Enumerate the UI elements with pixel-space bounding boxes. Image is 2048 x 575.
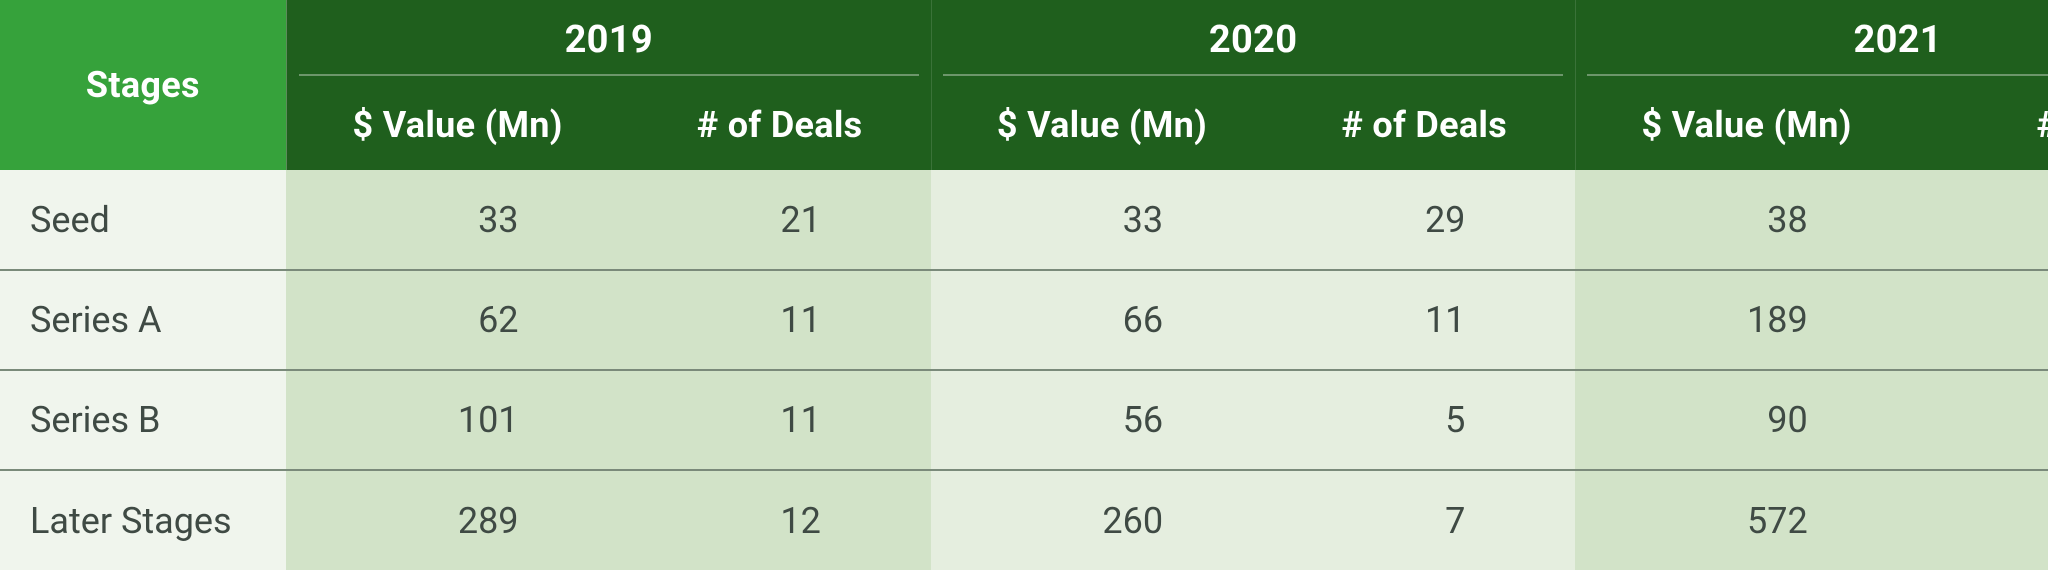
col-header-year-2020: 2020 xyxy=(931,0,1576,76)
cell-deals: 11 xyxy=(629,370,931,470)
cell-value: 62 xyxy=(286,270,628,370)
cell-deals: 11 xyxy=(629,270,931,370)
col-header-stages: Stages xyxy=(0,0,286,170)
cell-value: 33 xyxy=(931,170,1273,270)
cell-deals: 21 xyxy=(629,170,931,270)
cell-value: 66 xyxy=(931,270,1273,370)
cell-deals: 5 xyxy=(1273,370,1575,470)
cell-deals: 7 xyxy=(1273,470,1575,570)
table-row: Later Stages 289 12 260 7 572 xyxy=(0,470,2048,570)
table-row: Seed 33 21 33 29 38 xyxy=(0,170,2048,270)
cell-value: 56 xyxy=(931,370,1273,470)
cell-deals xyxy=(1918,170,2048,270)
cell-value: 33 xyxy=(286,170,628,270)
col-header-value-2021: $ Value (Mn) xyxy=(1575,76,1917,170)
table-viewport: Stages 2019 2020 2021 $ Value (Mn) # of … xyxy=(0,0,2048,575)
cell-value: 101 xyxy=(286,370,628,470)
col-header-value-2020: $ Value (Mn) xyxy=(931,76,1273,170)
stage-label: Seed xyxy=(0,170,286,270)
cell-deals xyxy=(1918,470,2048,570)
cell-deals: 11 xyxy=(1273,270,1575,370)
table-row: Series A 62 11 66 11 189 xyxy=(0,270,2048,370)
investment-stages-table: Stages 2019 2020 2021 $ Value (Mn) # of … xyxy=(0,0,2048,570)
cell-deals xyxy=(1918,270,2048,370)
cell-deals: 29 xyxy=(1273,170,1575,270)
stage-label: Later Stages xyxy=(0,470,286,570)
table-row: Series B 101 11 56 5 90 xyxy=(0,370,2048,470)
cell-deals: 12 xyxy=(629,470,931,570)
cell-value: 572 xyxy=(1575,470,1917,570)
col-header-value-2019: $ Value (Mn) xyxy=(286,76,628,170)
col-header-year-2021: 2021 xyxy=(1575,0,2048,76)
cell-value: 189 xyxy=(1575,270,1917,370)
col-header-year-2019: 2019 xyxy=(286,0,931,76)
cell-value: 260 xyxy=(931,470,1273,570)
stage-label: Series A xyxy=(0,270,286,370)
cell-value: 90 xyxy=(1575,370,1917,470)
col-header-deals-2019: # of Deals xyxy=(629,76,931,170)
stage-label: Series B xyxy=(0,370,286,470)
col-header-deals-2021: # of xyxy=(1918,76,2048,170)
col-header-deals-2020: # of Deals xyxy=(1273,76,1575,170)
cell-value: 38 xyxy=(1575,170,1917,270)
cell-value: 289 xyxy=(286,470,628,570)
cell-deals xyxy=(1918,370,2048,470)
